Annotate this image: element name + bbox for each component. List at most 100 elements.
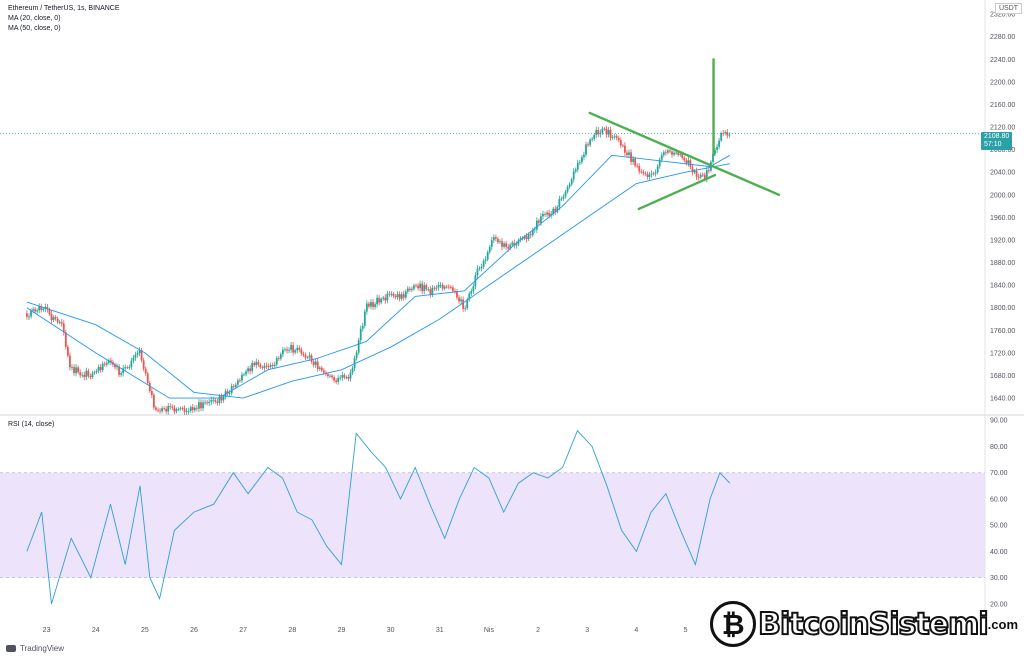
candle-body — [380, 298, 383, 303]
candle-body — [673, 152, 675, 155]
candle-body — [435, 287, 438, 289]
candle-body — [105, 362, 108, 365]
candle-body — [509, 244, 512, 249]
candle-body — [83, 374, 86, 378]
ma50-line — [26, 163, 730, 399]
ma20-legend[interactable]: MA (20, close, 0) — [8, 15, 61, 22]
candle-body — [157, 409, 159, 411]
candle-body — [515, 244, 518, 246]
candle-body — [576, 162, 579, 170]
candle-body — [687, 160, 690, 164]
candle-body — [546, 212, 548, 215]
candle-body — [114, 364, 116, 368]
candle-body — [251, 363, 254, 372]
date-tick-label: 23 — [43, 627, 51, 634]
candle-body — [271, 364, 274, 366]
candle-body — [376, 297, 379, 305]
candle-body — [648, 174, 651, 178]
candle-body — [263, 365, 266, 368]
candle-body — [228, 392, 231, 394]
currency-badge[interactable]: USDT — [994, 3, 1022, 14]
candle-body — [492, 237, 495, 241]
candle-body — [282, 349, 284, 355]
candle-body — [335, 380, 338, 382]
rsi-tick-label: 60.00 — [990, 496, 1008, 503]
candle-body — [411, 288, 413, 291]
candle-body — [277, 358, 280, 359]
date-tick-label: 28 — [288, 627, 296, 634]
candle-body — [400, 294, 403, 299]
rsi-legend[interactable]: RSI (14, close) — [8, 421, 55, 428]
candle-body — [718, 140, 721, 147]
candle-body — [122, 368, 125, 374]
candle-body — [56, 318, 59, 323]
candle-body — [195, 407, 198, 409]
candle-body — [697, 176, 700, 178]
price-tick-label: 2320.00 — [990, 12, 1015, 19]
ma50-legend[interactable]: MA (50, close, 0) — [8, 25, 61, 32]
symbol-title[interactable]: Ethereum / TetherUS, 1s, BINANCE — [8, 5, 120, 12]
candle-body — [355, 352, 358, 359]
price-tick-label: 1920.00 — [990, 237, 1015, 244]
candle-body — [662, 152, 665, 156]
candle-body — [615, 136, 618, 138]
candle-body — [109, 360, 112, 363]
date-tick-label: 3 — [585, 627, 589, 634]
candle-body — [226, 391, 229, 394]
candle-body — [447, 286, 450, 288]
candle-body — [429, 289, 432, 295]
candle-body — [425, 285, 428, 290]
candle-body — [726, 132, 729, 136]
candle-body — [705, 169, 708, 180]
candle-body — [368, 303, 370, 307]
candle-body — [353, 358, 356, 369]
candle-body — [556, 206, 559, 212]
candle-body — [497, 238, 499, 243]
candle-body — [564, 191, 567, 197]
candle-body — [152, 395, 155, 408]
candle-body — [159, 410, 161, 412]
date-tick-label: 29 — [338, 627, 346, 634]
candle-body — [66, 346, 69, 356]
candle-body — [638, 166, 641, 172]
candle-body — [294, 350, 297, 353]
candle-body — [187, 410, 190, 412]
candle-body — [423, 285, 426, 292]
candle-body — [304, 354, 307, 358]
candle-body — [48, 309, 51, 315]
candle-body — [415, 285, 417, 287]
candle-body — [394, 295, 397, 298]
candle-body — [116, 366, 118, 368]
candle-body — [402, 294, 405, 298]
candle-body — [529, 234, 532, 236]
price-tick-label: 2000.00 — [990, 192, 1015, 199]
candle-body — [611, 137, 614, 138]
candle-body — [691, 167, 694, 173]
candle-body — [347, 377, 350, 379]
candle-body — [499, 241, 501, 243]
candle-body — [413, 285, 415, 289]
candle-body — [60, 322, 63, 324]
candle-body — [214, 399, 217, 402]
candle-body — [265, 365, 268, 367]
ma20-line — [26, 154, 731, 399]
candle-body — [247, 368, 249, 372]
candle-body — [259, 364, 262, 368]
candle-body — [607, 129, 610, 135]
candle-body — [460, 299, 462, 302]
candle-body — [679, 154, 682, 155]
candle-body — [171, 406, 174, 408]
bitcoin-coin-icon: ₿ — [710, 601, 757, 647]
candle-body — [185, 411, 188, 413]
rsi-line — [26, 429, 731, 605]
candle-body — [198, 402, 200, 409]
candle-body — [222, 396, 225, 401]
rsi-tick-label: 40.00 — [990, 549, 1008, 556]
candle-body — [118, 366, 120, 375]
candle-body — [267, 365, 270, 367]
candle-body — [273, 364, 276, 366]
tradingview-logo[interactable]: TradingView — [6, 644, 64, 653]
candle-body — [85, 370, 88, 378]
candle-body — [382, 297, 385, 299]
